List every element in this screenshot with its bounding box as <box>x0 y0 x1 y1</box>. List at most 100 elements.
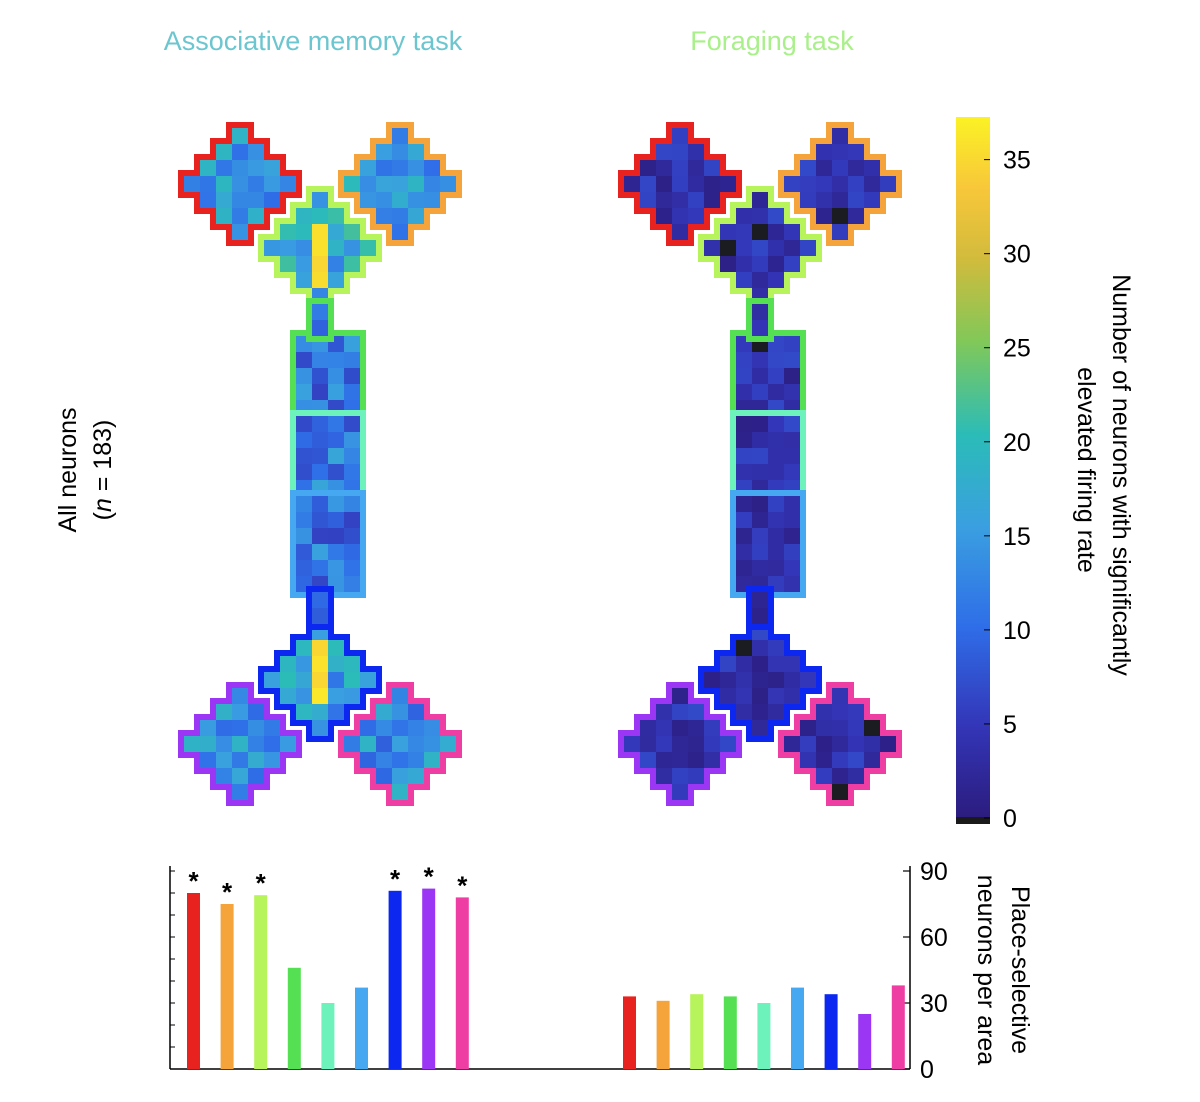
heatmap-cell <box>736 512 752 528</box>
heatmap-cell <box>656 768 672 784</box>
significance-star: * <box>188 866 199 896</box>
heatmap-cell <box>376 192 392 208</box>
heatmap-cell <box>200 192 216 208</box>
heatmap-cell <box>296 384 312 400</box>
heatmap-cell <box>832 768 848 784</box>
heatmap-cell <box>280 240 296 256</box>
heatmap-cell <box>264 672 280 688</box>
heatmap-cell <box>392 752 408 768</box>
heatmap-cell <box>704 240 720 256</box>
heatmap-cell <box>312 512 328 528</box>
heatmap-cell <box>376 208 392 224</box>
bar-top-left-arm <box>623 996 636 1069</box>
heatmap-cell <box>816 720 832 736</box>
bar-corridor-1 <box>723 996 737 1069</box>
heatmap-cell <box>184 176 200 192</box>
heatmap-cell <box>752 240 768 256</box>
heatmap-cell <box>752 304 768 320</box>
heatmap-cell <box>328 656 344 672</box>
heatmap-cell <box>328 384 344 400</box>
heatmap-cell <box>296 448 312 464</box>
heatmap-cell <box>344 432 360 448</box>
heatmap-cell <box>784 560 800 576</box>
heatmap-cell <box>312 640 328 656</box>
colorbar-gradient <box>956 117 990 824</box>
heatmap-cell <box>688 720 704 736</box>
heatmap-cell <box>312 224 328 240</box>
heatmap-cell <box>424 176 440 192</box>
heatmap-cell <box>720 656 736 672</box>
heatmap-cell <box>312 304 328 320</box>
bar-corridor-2 <box>757 1003 771 1069</box>
heatmap-cell <box>752 688 768 704</box>
heatmap-cell <box>328 496 344 512</box>
heatmap-cell <box>848 704 864 720</box>
heatmap-cell <box>656 192 672 208</box>
heatmap-cell <box>720 176 736 192</box>
colorbar-label-line1: Number of neurons with significantly <box>1107 274 1135 676</box>
right-panel-title: Foraging task <box>690 26 854 56</box>
heatmap-cell <box>296 672 312 688</box>
heatmap-cell <box>296 704 312 720</box>
colorbar-tick-label: 15 <box>1003 523 1031 551</box>
heatmap-cell <box>736 256 752 272</box>
heatmap-cell <box>704 736 720 752</box>
heatmap-cell <box>784 736 800 752</box>
heatmap-cell <box>312 368 328 384</box>
heatmap-cell <box>672 192 688 208</box>
maze-area-bottom-left-arm <box>618 682 742 806</box>
heatmap-cell <box>880 736 896 752</box>
heatmap-cell <box>312 432 328 448</box>
heatmap-cell <box>376 768 392 784</box>
heatmap-cell <box>392 160 408 176</box>
heatmap-cell <box>720 240 736 256</box>
heatmap-cell <box>736 224 752 240</box>
heatmap-cell <box>248 768 264 784</box>
heatmap-cell <box>656 144 672 160</box>
maze-area-corridor-3 <box>290 490 366 598</box>
row-label: All neurons (n = 183) <box>54 407 117 532</box>
bar-bottom-junction <box>388 890 402 1069</box>
bar-ytick-label: 60 <box>920 924 948 952</box>
bar-bottom-left-arm <box>858 1014 872 1069</box>
heatmap-cell <box>768 544 784 560</box>
heatmap-cell <box>752 560 768 576</box>
heatmap-cell <box>376 144 392 160</box>
colorbar-tick-label: 10 <box>1003 617 1031 645</box>
heatmap-cell <box>216 192 232 208</box>
heatmap-cell <box>344 384 360 400</box>
heatmap-cell <box>752 384 768 400</box>
heatmap-cell <box>752 640 768 656</box>
heatmap-cell <box>832 208 848 224</box>
heatmap-cell <box>800 672 816 688</box>
heatmap-cell <box>376 720 392 736</box>
heatmap-cell <box>832 128 848 144</box>
heatmap-cell <box>688 176 704 192</box>
heatmap-cell <box>360 672 376 688</box>
heatmap-cell <box>704 752 720 768</box>
heatmap-cell <box>752 656 768 672</box>
heatmap-cell <box>816 176 832 192</box>
heatmap-cell <box>688 704 704 720</box>
heatmap-cell <box>328 672 344 688</box>
heatmap-cell <box>736 416 752 432</box>
heatmap-cell <box>704 176 720 192</box>
bar-chart: 0 30 60 90 * * * * * * Place-selective neurons p… <box>169 858 1034 1084</box>
significance-star: * <box>390 864 401 894</box>
heatmap-cell <box>344 464 360 480</box>
heatmap-cell <box>768 208 784 224</box>
colorbar-tick-label: 25 <box>1003 335 1031 363</box>
heatmap-cell <box>832 720 848 736</box>
heatmap-cell <box>624 176 640 192</box>
heatmap-cell <box>408 752 424 768</box>
heatmap-cell <box>296 416 312 432</box>
heatmap-cell <box>296 464 312 480</box>
heatmap-cell <box>312 592 328 608</box>
heatmap-cell <box>296 512 312 528</box>
colorbar-label-line2: elevated firing rate <box>1072 367 1100 573</box>
heatmap-cell <box>312 416 328 432</box>
heatmap-cell <box>312 208 328 224</box>
heatmap-cell <box>328 688 344 704</box>
heatmap-cell <box>296 656 312 672</box>
